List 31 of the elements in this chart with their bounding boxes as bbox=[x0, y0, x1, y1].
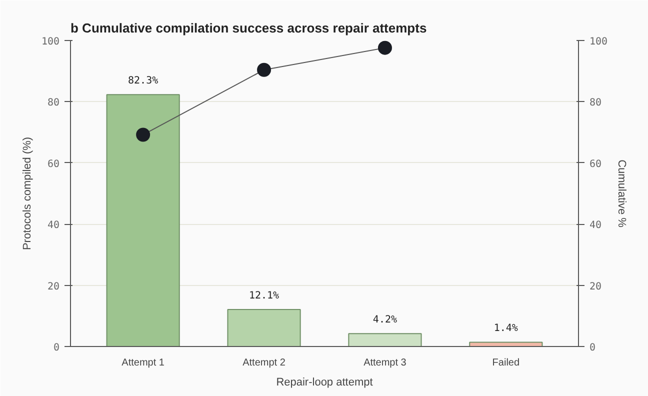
y2-tick-label: 80 bbox=[590, 98, 602, 109]
bar bbox=[348, 333, 422, 346]
point bbox=[257, 62, 272, 77]
y2-axis-title: Cumulative % bbox=[616, 160, 628, 228]
y-tick-label: 0 bbox=[53, 342, 60, 354]
bar bbox=[469, 342, 543, 346]
bar bbox=[106, 94, 180, 346]
data-label: 12.1% bbox=[248, 290, 280, 302]
point bbox=[378, 40, 392, 55]
data-label: 1.4% bbox=[494, 323, 518, 334]
x-tick-label: Attempt 1 bbox=[122, 358, 165, 368]
y-tick-label: 40 bbox=[47, 220, 60, 232]
y2-tick-label: 100 bbox=[590, 36, 608, 48]
y-tick-label: 80 bbox=[47, 98, 60, 109]
x-tick-label: Attempt 3 bbox=[364, 358, 407, 368]
y-axis-title: Protocols compiled (%) bbox=[21, 136, 34, 250]
chart-title: b Cumulative compilation success across repair attempts bbox=[70, 20, 427, 36]
x-axis-title: Repair-loop attempt bbox=[276, 376, 373, 388]
y2-tick-label: 60 bbox=[590, 158, 602, 170]
bar bbox=[227, 308, 301, 346]
y2-tick-label: 20 bbox=[590, 281, 602, 292]
y-tick-label: 20 bbox=[47, 281, 60, 292]
data-label: 4.2% bbox=[372, 314, 398, 326]
point bbox=[136, 128, 150, 142]
y2-tick-label: 0 bbox=[590, 342, 596, 354]
data-label: 82.3% bbox=[128, 76, 158, 87]
x-tick-label: Attempt 2 bbox=[242, 358, 286, 368]
x-tick-label: Failed bbox=[492, 358, 520, 368]
y-tick-label: 100 bbox=[41, 36, 60, 48]
y2-tick-label: 40 bbox=[590, 220, 602, 232]
y-tick-label: 60 bbox=[47, 158, 60, 170]
